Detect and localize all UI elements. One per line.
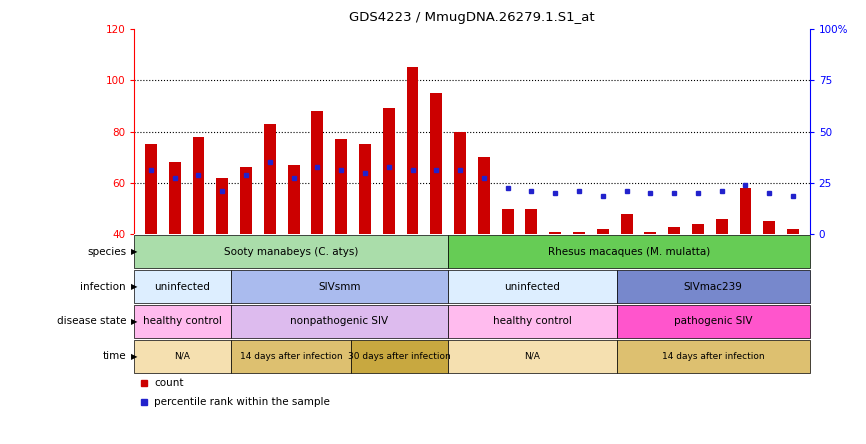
Bar <box>312 111 323 234</box>
Bar <box>240 167 252 234</box>
Text: healthy control: healthy control <box>493 317 572 326</box>
Bar <box>617 340 810 373</box>
Text: uninfected: uninfected <box>154 281 210 292</box>
Bar <box>134 305 230 338</box>
Text: SIVsmm: SIVsmm <box>318 281 360 292</box>
Bar <box>448 305 617 338</box>
Text: time: time <box>102 351 126 361</box>
Bar <box>230 305 448 338</box>
Bar <box>763 222 775 234</box>
Text: pathogenic SIV: pathogenic SIV <box>674 317 753 326</box>
Text: percentile rank within the sample: percentile rank within the sample <box>154 396 330 407</box>
Text: N/A: N/A <box>175 352 191 361</box>
Text: disease state: disease state <box>56 317 126 326</box>
Text: species: species <box>87 247 126 257</box>
Text: ▶: ▶ <box>131 317 138 326</box>
Bar <box>669 226 680 234</box>
Bar <box>740 188 752 234</box>
Bar <box>383 108 395 234</box>
Bar <box>454 131 466 234</box>
Bar <box>264 124 275 234</box>
Bar <box>134 270 230 303</box>
Bar <box>549 232 561 234</box>
Bar <box>230 270 448 303</box>
Bar <box>501 209 514 234</box>
Bar <box>230 340 352 373</box>
Bar <box>430 93 443 234</box>
Bar <box>352 340 448 373</box>
Bar <box>448 235 810 269</box>
Bar <box>787 229 799 234</box>
Text: ▶: ▶ <box>131 352 138 361</box>
Bar <box>644 232 656 234</box>
Bar <box>573 232 585 234</box>
Text: count: count <box>154 378 184 388</box>
Bar <box>145 144 157 234</box>
Bar <box>359 144 371 234</box>
Text: Sooty manabeys (C. atys): Sooty manabeys (C. atys) <box>223 247 359 257</box>
Text: uninfected: uninfected <box>504 281 560 292</box>
Text: healthy control: healthy control <box>143 317 222 326</box>
Bar <box>192 137 204 234</box>
Bar <box>335 139 347 234</box>
Bar <box>617 270 810 303</box>
Text: ▶: ▶ <box>131 282 138 291</box>
Bar <box>597 229 609 234</box>
Text: ▶: ▶ <box>131 247 138 256</box>
Text: 14 days after infection: 14 days after infection <box>662 352 765 361</box>
Bar <box>621 214 632 234</box>
Text: 30 days after infection: 30 days after infection <box>348 352 451 361</box>
Text: 14 days after infection: 14 days after infection <box>240 352 342 361</box>
Bar <box>448 340 617 373</box>
Bar <box>216 178 228 234</box>
Bar <box>716 219 727 234</box>
Bar <box>406 67 418 234</box>
Bar <box>134 340 230 373</box>
Text: N/A: N/A <box>524 352 540 361</box>
Bar <box>134 235 448 269</box>
Text: Rhesus macaques (M. mulatta): Rhesus macaques (M. mulatta) <box>547 247 710 257</box>
Bar <box>617 305 810 338</box>
Bar <box>288 165 300 234</box>
Text: GDS4223 / MmugDNA.26279.1.S1_at: GDS4223 / MmugDNA.26279.1.S1_at <box>349 12 595 24</box>
Text: SIVmac239: SIVmac239 <box>684 281 743 292</box>
Bar <box>169 163 181 234</box>
Bar <box>692 224 704 234</box>
Bar <box>478 157 490 234</box>
Text: nonpathogenic SIV: nonpathogenic SIV <box>290 317 388 326</box>
Bar <box>526 209 538 234</box>
Bar <box>448 270 617 303</box>
Text: infection: infection <box>81 281 126 292</box>
